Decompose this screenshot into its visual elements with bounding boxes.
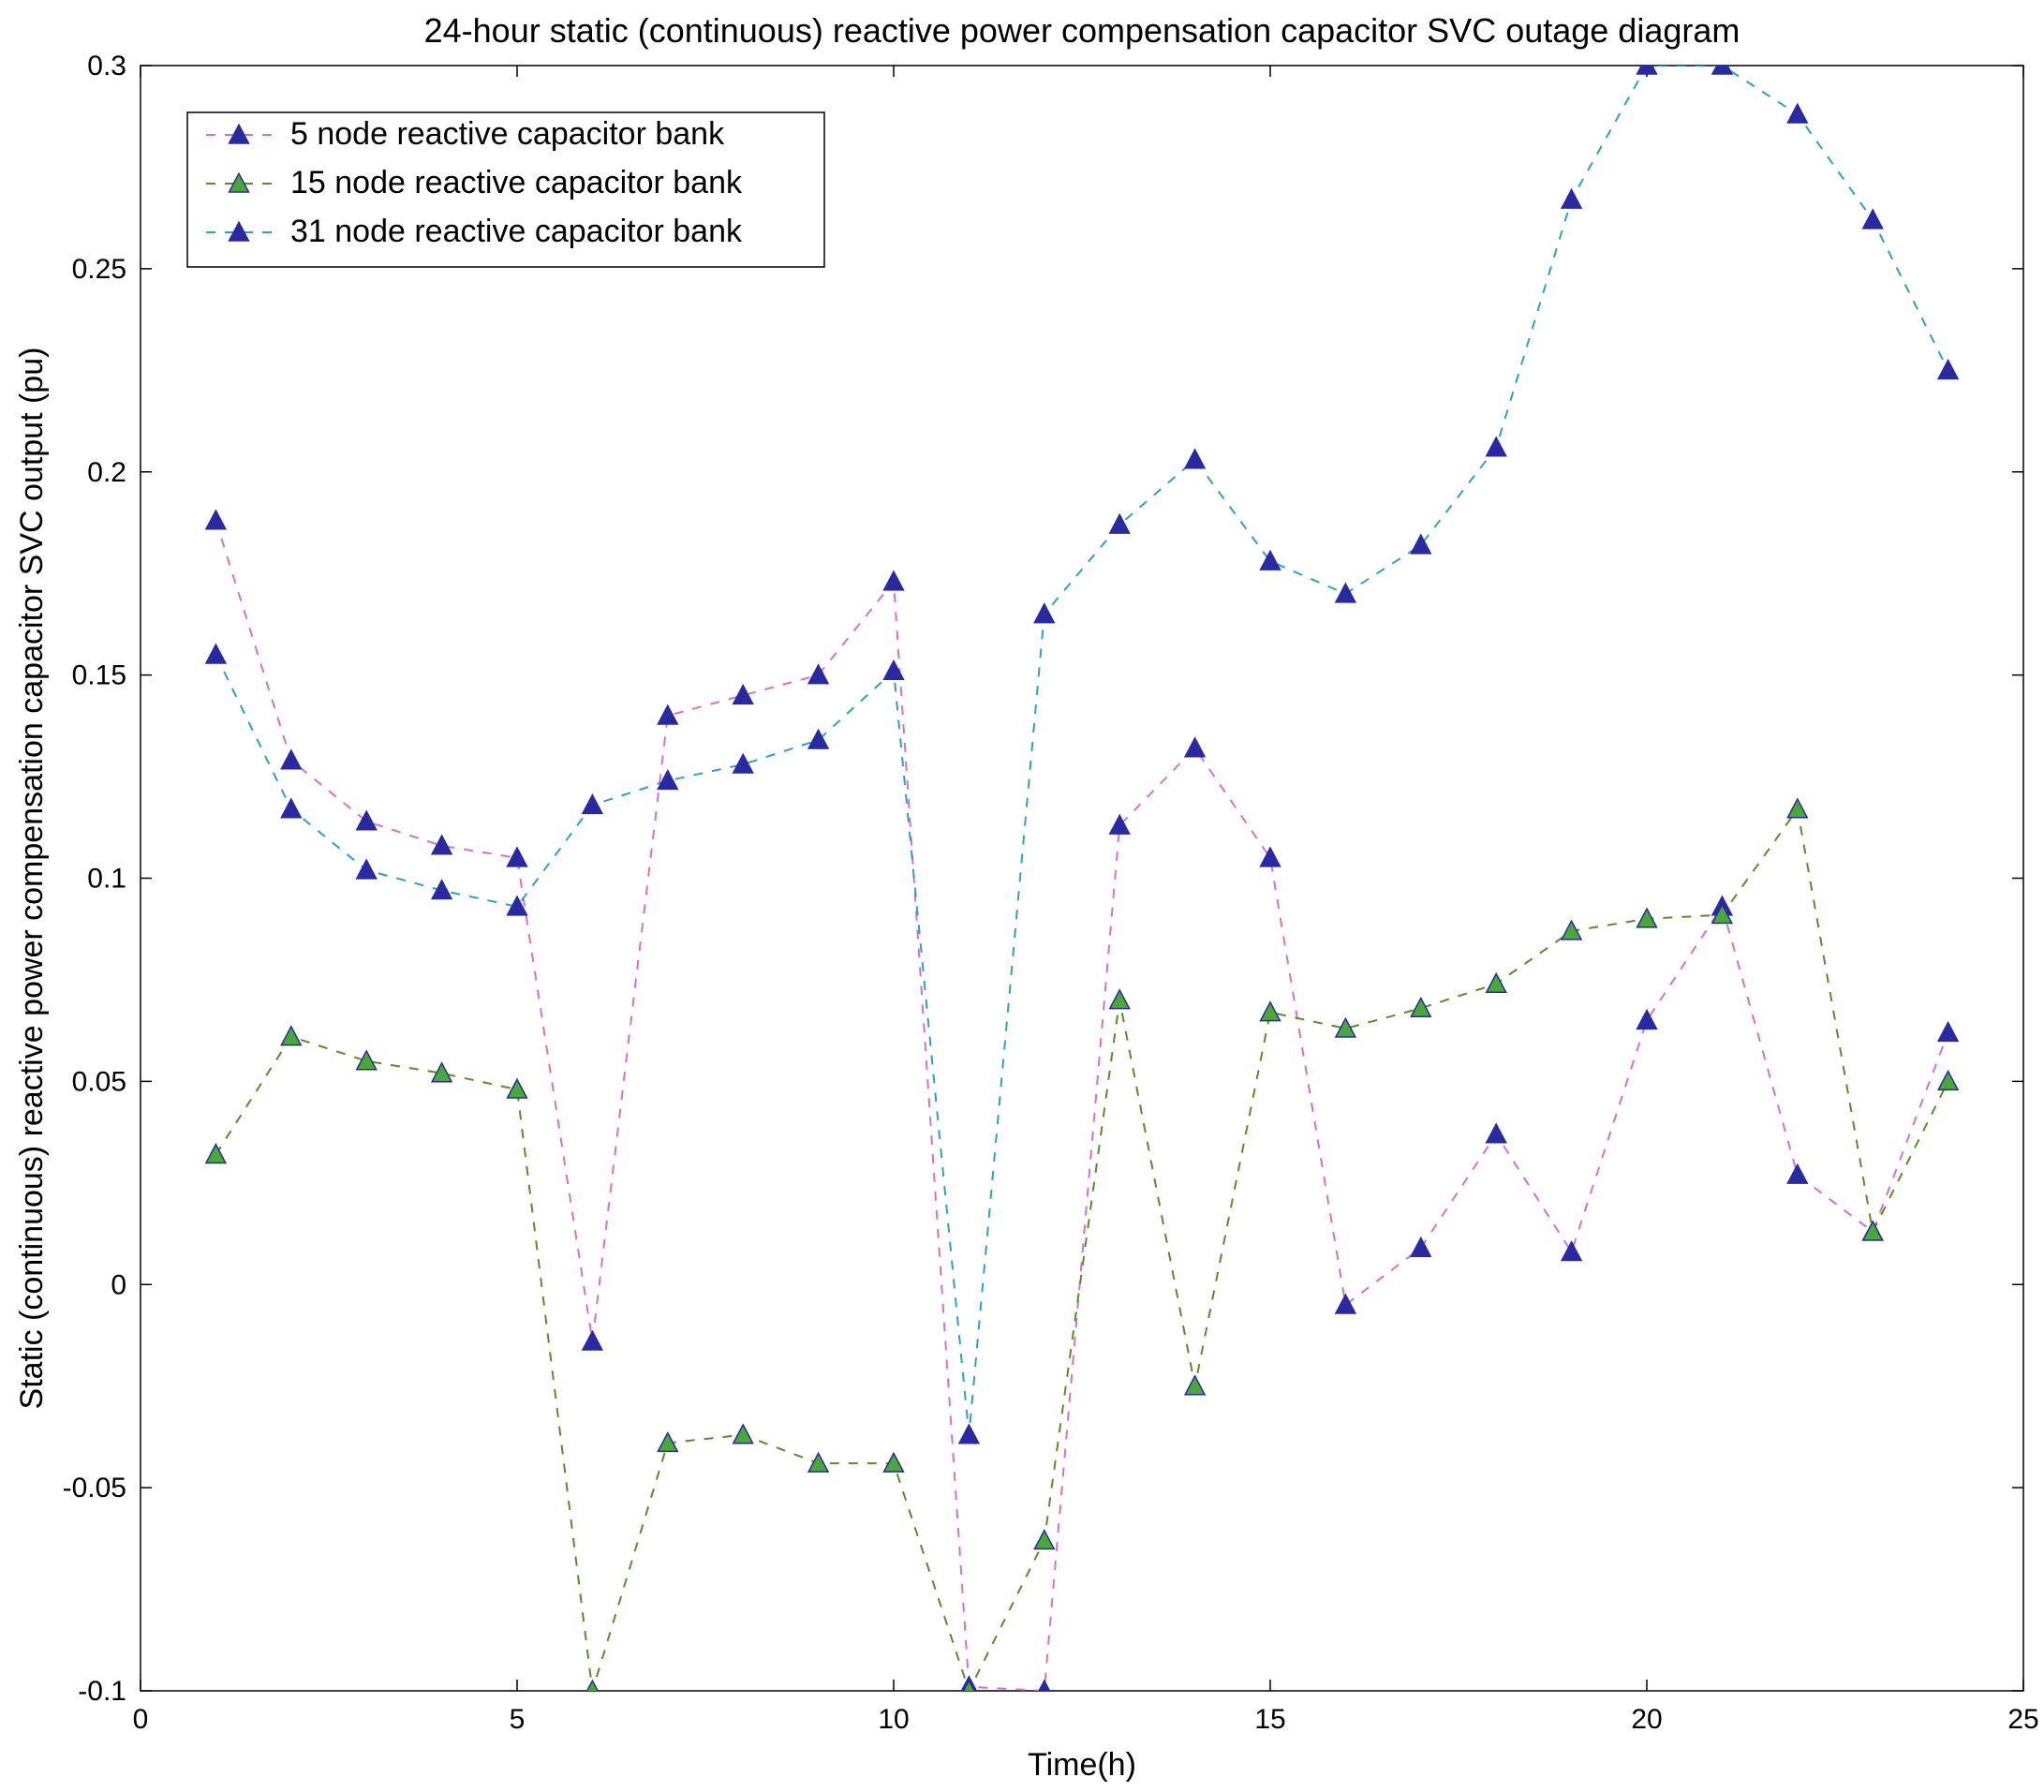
x-tick-label: 0	[133, 1704, 149, 1735]
marker-triangle-icon	[508, 848, 527, 866]
marker-triangle-icon	[1185, 450, 1205, 468]
chart-title: 24-hour static (continuous) reactive pow…	[424, 11, 1740, 50]
marker-triangle-icon	[1185, 738, 1205, 757]
marker-triangle-icon	[1712, 55, 1732, 74]
marker-triangle-icon	[432, 881, 452, 899]
plot-border	[141, 66, 2023, 1691]
y-tick-label: 0	[111, 1269, 126, 1300]
marker-triangle-icon	[1261, 1002, 1281, 1021]
marker-triangle-icon	[1411, 1237, 1430, 1256]
marker-triangle-icon	[357, 860, 377, 879]
marker-triangle-icon	[1261, 848, 1281, 866]
marker-triangle-icon	[206, 1145, 226, 1163]
marker-triangle-icon	[808, 1453, 828, 1472]
y-tick-label: 0.15	[72, 660, 126, 691]
legend-label: 31 node reactive capacitor bank	[290, 214, 743, 249]
marker-triangle-icon	[1787, 104, 1807, 123]
marker-triangle-icon	[733, 686, 753, 704]
x-tick-label: 20	[1631, 1704, 1662, 1735]
y-tick-label: 0.1	[87, 864, 126, 895]
marker-triangle-icon	[206, 511, 226, 529]
x-tick-label: 5	[510, 1704, 526, 1735]
chart-container: 0 5 10 15 20 25 -0.1 -0.05 0 0.05 0.1 0.15 0.2 0.25 0.…	[0, 0, 2044, 1792]
y-axis-label: Static (continuous) reactive power compe…	[14, 348, 50, 1410]
y-tick-label: -0.05	[63, 1473, 126, 1503]
marker-triangle-icon	[281, 1027, 301, 1045]
marker-triangle-icon	[1637, 55, 1657, 74]
marker-triangle-icon	[1336, 1295, 1355, 1313]
series-line-5_node	[215, 521, 1948, 1691]
y-tick-label: 0.3	[87, 51, 126, 81]
marker-triangle-icon	[357, 1051, 377, 1070]
marker-triangle-icon	[884, 571, 904, 590]
marker-triangle-icon	[733, 754, 753, 773]
marker-triangle-icon	[1487, 973, 1506, 992]
marker-triangle-icon	[959, 1425, 979, 1444]
x-tick-label: 25	[2007, 1704, 2038, 1735]
x-tick-label: 15	[1254, 1704, 1285, 1735]
svc-chart: 0 5 10 15 20 25 -0.1 -0.05 0 0.05 0.1 0.15 0.2 0.25 0.…	[0, 0, 2044, 1792]
marker-triangle-icon	[1034, 604, 1054, 623]
marker-triangle-icon	[1110, 990, 1130, 1009]
marker-triangle-icon	[206, 644, 226, 663]
marker-triangle-icon	[1487, 1124, 1506, 1143]
marker-triangle-icon	[1336, 584, 1355, 602]
marker-triangle-icon	[808, 665, 828, 684]
x-axis-label: Time(h)	[1028, 1747, 1136, 1783]
marker-triangle-icon	[432, 836, 452, 854]
legend: 5 node reactive capacitor bank 15 node re…	[187, 112, 824, 267]
marker-triangle-icon	[658, 705, 677, 724]
legend-label: 15 node reactive capacitor bank	[290, 165, 743, 200]
marker-triangle-icon	[281, 799, 301, 818]
marker-triangle-icon	[1938, 1023, 1958, 1042]
marker-triangle-icon	[1938, 361, 1958, 379]
marker-triangle-icon	[1863, 210, 1883, 229]
y-tick-label: 0.05	[72, 1066, 126, 1097]
marker-triangle-icon	[1261, 551, 1281, 570]
legend-label: 5 node reactive capacitor bank	[290, 116, 725, 152]
marker-triangle-icon	[583, 1681, 602, 1699]
x-tick-label: 10	[878, 1704, 909, 1735]
y-tick-label: 0.25	[72, 254, 126, 285]
marker-triangle-icon	[733, 1425, 753, 1444]
marker-triangle-icon	[1487, 437, 1506, 456]
marker-triangle-icon	[1637, 1011, 1657, 1029]
marker-triangle-icon	[508, 1079, 527, 1098]
marker-triangle-icon	[1411, 999, 1430, 1017]
series-line-31_node	[215, 66, 1948, 1435]
marker-triangle-icon	[583, 795, 602, 814]
marker-triangle-icon	[281, 750, 301, 769]
marker-triangle-icon	[1110, 514, 1130, 533]
marker-triangle-icon	[583, 1331, 602, 1350]
marker-triangle-icon	[1185, 1376, 1205, 1395]
marker-triangle-icon	[1562, 1242, 1581, 1261]
plot-area	[206, 55, 1958, 1699]
marker-triangle-icon	[1787, 1164, 1807, 1183]
y-tick-label: 0.2	[87, 457, 126, 488]
marker-triangle-icon	[1034, 1531, 1054, 1549]
marker-triangle-icon	[1787, 799, 1807, 818]
marker-triangle-icon	[1863, 1222, 1883, 1240]
marker-triangle-icon	[1938, 1072, 1958, 1090]
marker-triangle-icon	[1562, 189, 1581, 208]
marker-triangle-icon	[357, 811, 377, 830]
y-tick-label: -0.1	[78, 1676, 126, 1707]
